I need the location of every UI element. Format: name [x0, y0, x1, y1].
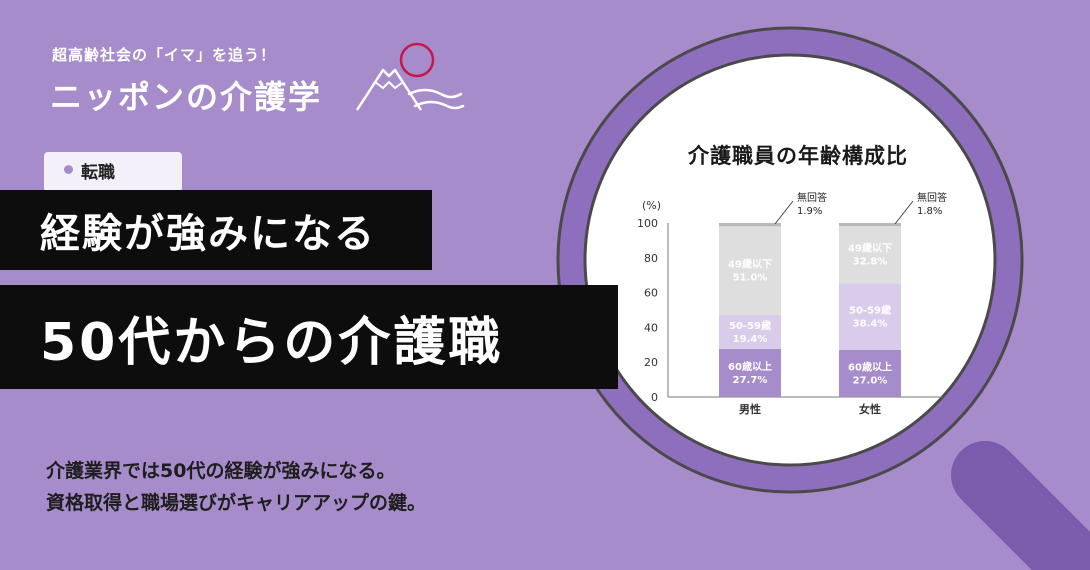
y-tick-label: 0 [651, 391, 658, 404]
mountain-outline-icon [355, 68, 423, 111]
headline-line-1-text: 経験が強みになる [40, 211, 376, 257]
x-category-label: 女性 [859, 402, 881, 416]
bar-segment [719, 315, 781, 349]
callout-value-label: 1.8% [917, 206, 942, 217]
bar-segment-name-label: 50-59歳 [849, 304, 891, 317]
brand-tagline: 超高齢社会の「イマ」を追う！ [52, 46, 277, 64]
callout-name-label: 無回答 [917, 191, 947, 204]
bar-segment-name-label: 49歳以下 [728, 258, 772, 271]
bar-segment-value-label: 19.4% [733, 334, 768, 345]
age-composition-chart: (%) 0 20 40 60 80 100 60歳以上 27.7% 50-59歳 19.4% 49歳以… [637, 191, 947, 416]
bar-segment-value-label: 32.8% [853, 257, 888, 268]
headline-line-1: 経験が強みになる [0, 190, 432, 270]
description-line-1: 介護業界では50代の経験が強みになる。 [46, 460, 396, 482]
bar-segment [839, 223, 901, 227]
rising-sun-icon [399, 42, 435, 78]
category-label: 転職 [81, 163, 115, 183]
description: 介護業界では50代の経験が強みになる。 資格取得と職場選びがキャリアアップの鍵。 [46, 455, 426, 519]
y-tick-label: 20 [644, 356, 658, 369]
bar-segment [839, 283, 901, 351]
bar-segment-name-label: 50-59歳 [729, 319, 771, 332]
wave-icon-2 [413, 100, 465, 110]
description-line-2: 資格取得と職場選びがキャリアアップの鍵。 [46, 492, 427, 514]
mount-fuji-logo-icon [355, 42, 465, 111]
bar-segment-value-label: 38.4% [853, 319, 888, 330]
bar-segment [839, 350, 901, 397]
callout-leader-line [894, 200, 914, 225]
category-badge: 転職 [44, 152, 182, 192]
bar-segment [719, 223, 781, 227]
bar-segment [719, 226, 781, 316]
brand-name: ニッポンの介護学 [50, 78, 323, 116]
callout-value-label: 1.9% [797, 206, 822, 217]
headline-line-2-text: 50代からの介護職 [40, 312, 504, 373]
callout-name-label: 無回答 [797, 191, 827, 204]
x-category-label: 男性 [739, 402, 761, 416]
y-tick-label: 100 [637, 217, 658, 230]
wave-icon [407, 88, 463, 99]
y-tick-label: 40 [644, 321, 658, 334]
bar-segment-name-label: 49歳以下 [848, 242, 892, 255]
chart-title: 介護職員の年齢構成比 [688, 144, 908, 168]
bar-segment [839, 226, 901, 284]
bar-segment-name-label: 60歳以上 [728, 360, 772, 373]
bullet-dot-icon [64, 165, 73, 174]
mountain-snow-icon [374, 80, 404, 90]
magnifier-handle [951, 441, 1090, 570]
y-tick-label: 80 [644, 252, 658, 265]
y-axis-unit-label: (%) [642, 199, 661, 212]
bar-segment-value-label: 51.0% [733, 273, 768, 284]
bar-segment [719, 348, 781, 397]
bar-segment-value-label: 27.0% [853, 376, 888, 387]
bar-segment-value-label: 27.7% [733, 375, 768, 386]
y-tick-label: 60 [644, 287, 658, 300]
callout-leader-line [774, 200, 794, 225]
bar-segment-name-label: 60歳以上 [848, 361, 892, 374]
headline-line-2: 50代からの介護職 [0, 285, 618, 389]
